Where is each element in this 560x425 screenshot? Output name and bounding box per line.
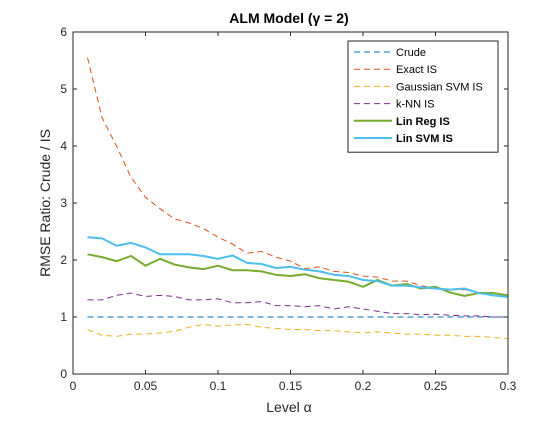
x-tick-label: 0.1 — [210, 379, 227, 393]
y-tick-label: 2 — [60, 253, 67, 267]
legend-label: Exact IS — [396, 64, 437, 76]
legend-box — [347, 40, 499, 153]
chart-title: ALM Model (γ = 2) — [229, 10, 348, 26]
series-line-lin-svm-is — [87, 236, 509, 299]
legend-label: k-NN IS — [396, 99, 435, 111]
x-tick-label: 0.3 — [500, 379, 517, 393]
legend-label: Gaussian SVM IS — [396, 81, 483, 93]
x-axis-title: Level α — [266, 399, 311, 415]
x-tick-label: 0.2 — [355, 379, 372, 393]
legend-label: Lin SVM IS — [396, 133, 453, 145]
y-tick-label: 5 — [60, 82, 67, 96]
x-tick-label: 0.15 — [279, 379, 303, 393]
y-tick-label: 1 — [60, 310, 67, 324]
x-tick-label: 0.25 — [424, 379, 448, 393]
series-line-k-nn-is — [87, 292, 508, 318]
series-line-exact-is — [87, 57, 508, 296]
y-tick-label: 6 — [60, 25, 67, 39]
y-tick-label: 3 — [60, 196, 67, 210]
y-tick-label: 4 — [60, 139, 67, 153]
y-tick-label: 0 — [60, 367, 67, 381]
x-tick-label: 0 — [70, 379, 77, 393]
y-axis-title: RMSE Ratio: Crude / IS — [37, 129, 53, 277]
legend-label: Crude — [396, 47, 426, 59]
series-line-gaussian-svm-is — [87, 323, 509, 340]
legend-label: Lin Reg IS — [396, 116, 450, 128]
x-tick-label: 0.05 — [134, 379, 158, 393]
